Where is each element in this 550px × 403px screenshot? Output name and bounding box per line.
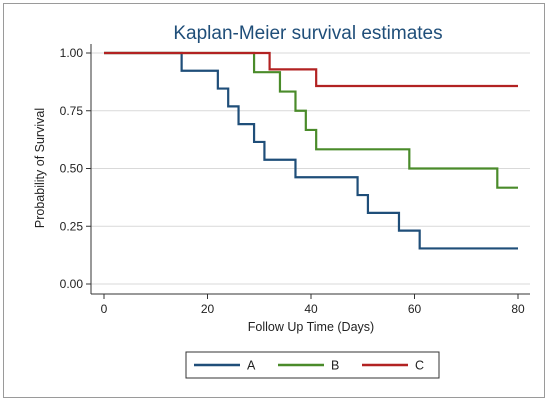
series-lines xyxy=(104,51,518,250)
chart-title: Kaplan-Meier survival estimates xyxy=(173,23,442,44)
legend-label-c: C xyxy=(415,359,424,373)
x-axis-label: Follow Up Time (Days) xyxy=(248,320,374,334)
x-tick-label: 80 xyxy=(511,302,525,316)
y-axis-label: Probability of Survival xyxy=(33,108,47,228)
x-tick-label: 60 xyxy=(408,302,422,316)
y-tick-label: 0.00 xyxy=(60,277,84,291)
x-tick-label: 40 xyxy=(304,302,318,316)
series-line-b xyxy=(104,51,518,189)
series-line-c xyxy=(104,51,518,88)
x-tick-label: 20 xyxy=(201,302,215,316)
legend-label-a: A xyxy=(247,359,256,373)
series-line-a xyxy=(104,51,518,250)
x-tick-label: 0 xyxy=(101,302,108,316)
legend-label-b: B xyxy=(331,359,339,373)
y-tick-label: 0.50 xyxy=(60,162,84,176)
y-tick-label: 0.75 xyxy=(60,104,84,118)
y-tick-label: 0.25 xyxy=(60,219,84,233)
legend: A B C xyxy=(185,351,440,379)
axes: 0.00 0.25 0.50 0.75 1.00 0 20 40 60 80 xyxy=(60,44,530,316)
y-tick-label: 1.00 xyxy=(60,46,84,60)
